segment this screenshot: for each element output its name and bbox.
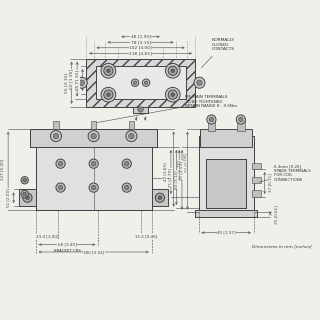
Circle shape	[56, 159, 65, 168]
Circle shape	[124, 185, 129, 190]
Bar	[36, 138, 152, 210]
Circle shape	[138, 107, 143, 112]
Text: 37 [0.71]: 37 [0.71]	[268, 174, 272, 192]
Text: 55 [2.15]: 55 [2.15]	[64, 73, 68, 93]
Circle shape	[142, 79, 150, 86]
Text: 71 [2.79]: 71 [2.79]	[169, 168, 173, 187]
Circle shape	[58, 161, 63, 166]
Bar	[252, 190, 261, 197]
Circle shape	[171, 69, 175, 73]
Bar	[198, 136, 254, 212]
Text: 48 [1.90]: 48 [1.90]	[131, 35, 150, 39]
Circle shape	[89, 183, 98, 192]
Circle shape	[101, 87, 116, 102]
Text: 127 [5.00]: 127 [5.00]	[0, 158, 4, 180]
Circle shape	[107, 69, 110, 73]
Text: 6.3mm [0.25]
SPADE TERMINALS
FOR COIL
CONNECTIONS: 6.3mm [0.25] SPADE TERMINALS FOR COIL CO…	[259, 164, 311, 182]
Text: Dimensions in mm [inches]: Dimensions in mm [inches]	[252, 244, 312, 249]
Circle shape	[89, 159, 98, 168]
Text: 80 [3.14]: 80 [3.14]	[174, 171, 178, 189]
Text: 25 [0.61]: 25 [0.61]	[274, 205, 278, 224]
Circle shape	[76, 77, 87, 88]
Circle shape	[194, 77, 205, 88]
Circle shape	[155, 193, 164, 202]
Circle shape	[56, 183, 65, 192]
Text: M5 MAIN TERMINALS
TO BE TIGHTENED
WITHIN RANGE 8 - 9.5Nm: M5 MAIN TERMINALS TO BE TIGHTENED WITHIN…	[96, 95, 237, 123]
Circle shape	[158, 196, 162, 200]
Circle shape	[165, 63, 180, 78]
Bar	[206, 159, 246, 208]
Text: 78 [3.15]: 78 [3.15]	[131, 40, 151, 44]
Circle shape	[144, 81, 148, 84]
Bar	[53, 121, 59, 129]
Text: 91 [3.59]: 91 [3.59]	[180, 161, 184, 180]
Text: 118 [4.65]: 118 [4.65]	[129, 51, 152, 55]
Bar	[129, 121, 134, 129]
Text: 102 [4.00]: 102 [4.00]	[129, 46, 152, 50]
Circle shape	[209, 117, 214, 122]
Bar	[86, 59, 195, 107]
Bar	[30, 129, 157, 147]
Text: NORMALLY
CLOSED
CONTACTS: NORMALLY CLOSED CONTACTS	[201, 38, 235, 68]
Circle shape	[104, 66, 113, 76]
Text: 11.6 [0.46]: 11.6 [0.46]	[135, 234, 157, 238]
Circle shape	[23, 178, 27, 182]
Circle shape	[79, 80, 84, 85]
Circle shape	[197, 80, 202, 85]
Circle shape	[133, 81, 137, 84]
Circle shape	[132, 79, 139, 86]
Bar	[30, 129, 157, 147]
Circle shape	[168, 90, 177, 99]
Text: 42 [1.65]: 42 [1.65]	[163, 163, 167, 181]
Circle shape	[207, 115, 216, 124]
Bar	[208, 121, 215, 131]
Bar	[195, 210, 257, 217]
Text: 23.4 [1.00]: 23.4 [1.00]	[36, 234, 58, 238]
Bar	[252, 177, 261, 183]
Text: 40 [1.57]: 40 [1.57]	[217, 231, 236, 235]
Circle shape	[26, 196, 29, 200]
Circle shape	[21, 177, 28, 184]
Circle shape	[23, 193, 32, 202]
Bar	[198, 136, 254, 212]
Circle shape	[107, 93, 110, 97]
Circle shape	[124, 161, 129, 166]
Circle shape	[91, 133, 96, 139]
Bar	[206, 159, 246, 208]
Circle shape	[23, 192, 27, 196]
Bar	[91, 121, 96, 129]
Circle shape	[53, 133, 59, 139]
Circle shape	[51, 131, 61, 142]
Circle shape	[92, 185, 96, 190]
Circle shape	[236, 115, 245, 124]
Circle shape	[171, 93, 175, 97]
Circle shape	[92, 161, 96, 166]
Text: 35 [1.35]: 35 [1.35]	[76, 70, 80, 90]
Text: 51 [2.00]: 51 [2.00]	[6, 188, 10, 207]
Circle shape	[58, 185, 63, 190]
Circle shape	[238, 117, 243, 122]
Text: 50 [1.95]: 50 [1.95]	[69, 69, 73, 89]
Bar	[252, 163, 261, 169]
Circle shape	[122, 183, 132, 192]
Circle shape	[165, 87, 180, 102]
Circle shape	[101, 63, 116, 78]
Bar	[133, 107, 148, 113]
Text: 68 [3.40]: 68 [3.40]	[58, 243, 76, 247]
Circle shape	[21, 190, 28, 198]
Bar	[95, 66, 186, 99]
Text: 180 [3.92]: 180 [3.92]	[83, 250, 104, 254]
Bar	[237, 121, 244, 131]
Circle shape	[88, 131, 99, 142]
Circle shape	[104, 90, 113, 99]
Text: 52 [2.04]: 52 [2.04]	[183, 153, 187, 172]
Circle shape	[126, 131, 137, 142]
Circle shape	[168, 66, 177, 76]
Circle shape	[122, 159, 132, 168]
Bar	[19, 189, 36, 206]
Text: BRACKET CRS: BRACKET CRS	[53, 249, 80, 253]
Bar	[200, 129, 252, 147]
Bar	[36, 138, 152, 210]
Bar	[86, 59, 195, 107]
Bar	[152, 189, 168, 206]
